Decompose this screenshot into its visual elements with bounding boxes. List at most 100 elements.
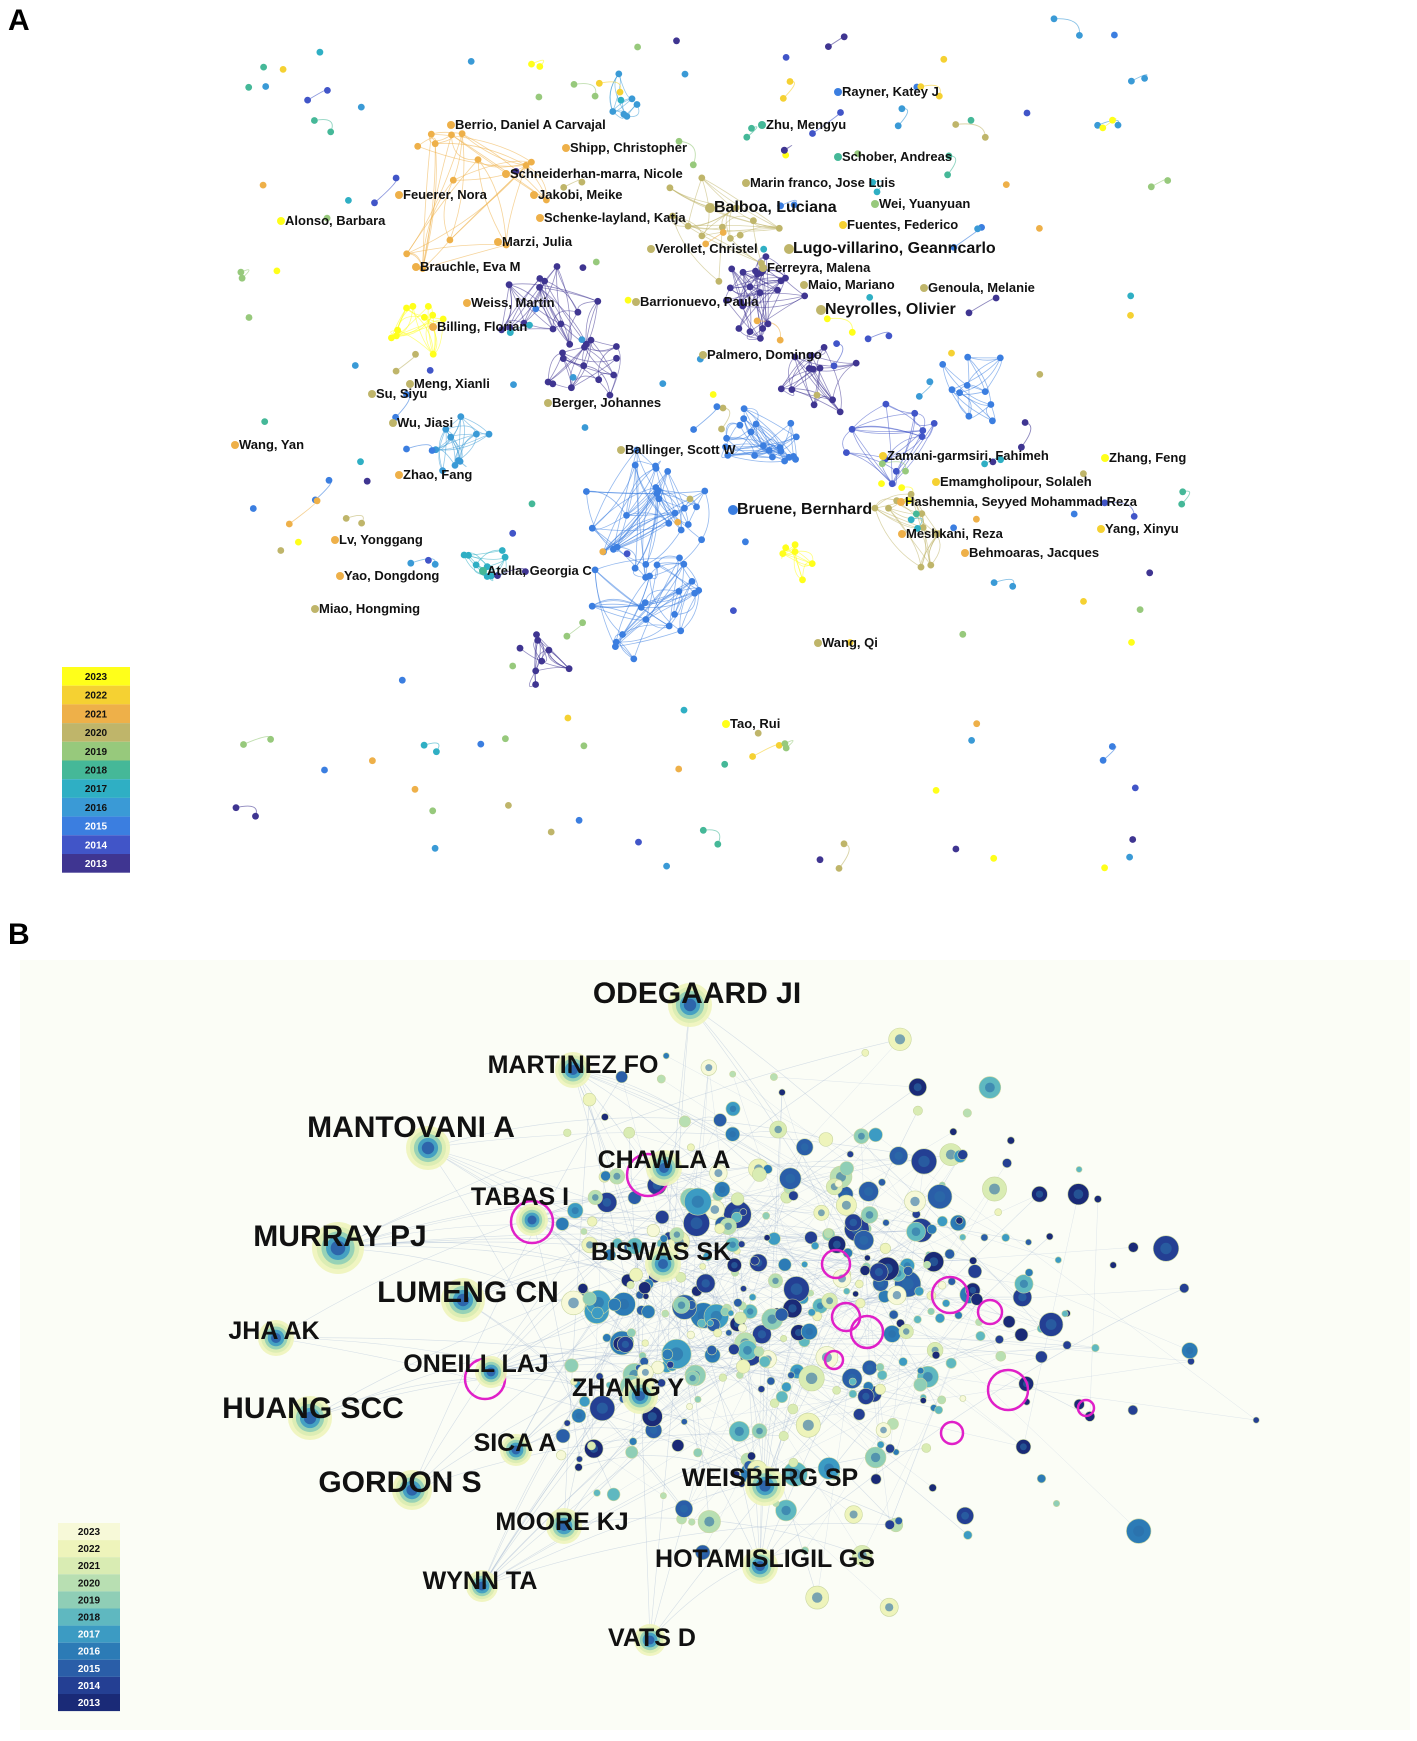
reference-node	[1006, 1136, 1015, 1145]
author-node	[392, 367, 400, 375]
reference-node	[782, 1461, 808, 1487]
legend-swatch	[62, 760, 130, 780]
reference-node	[662, 1052, 670, 1060]
author-node	[665, 622, 673, 630]
cocitation-link	[1089, 1199, 1099, 1417]
author-node	[388, 334, 395, 342]
author-node	[871, 504, 879, 512]
reference-node	[906, 1221, 926, 1242]
cited-author-label: WYNN TA	[423, 1567, 538, 1595]
author-node	[782, 274, 789, 282]
author-label: Schneiderhan-marra, Nicole	[510, 166, 683, 181]
reference-node	[617, 1336, 634, 1353]
author-node	[907, 490, 915, 498]
author-node	[237, 268, 245, 276]
reference-node	[846, 1150, 854, 1158]
author-node	[624, 296, 632, 304]
author-node	[686, 495, 694, 503]
cocitation-link	[593, 1371, 798, 1449]
author-label: Wei, Yuanyuan	[879, 196, 970, 211]
cocitation-link	[691, 1067, 710, 1305]
author-node	[944, 171, 951, 179]
author-node	[753, 317, 761, 325]
author-node	[774, 286, 781, 294]
coauthor-link	[417, 145, 527, 167]
legend-swatch	[62, 797, 130, 817]
author-node	[792, 433, 800, 441]
reference-node	[642, 1292, 650, 1300]
author-label: Meng, Xianli	[414, 376, 490, 391]
author-node	[740, 405, 748, 413]
panel-b-background	[20, 960, 1410, 1730]
author-label: Verollet, Christel	[655, 241, 758, 256]
coauthor-link	[592, 465, 636, 529]
author-node	[726, 284, 734, 292]
reference-node	[980, 1233, 989, 1242]
author-node	[721, 760, 729, 768]
legend-year-label: 2021	[78, 1561, 101, 1572]
author-node-labeled	[839, 221, 847, 229]
author-node	[816, 856, 824, 864]
coauthor-link	[688, 225, 780, 232]
cocitation-link	[764, 1361, 921, 1371]
cocitation-link	[652, 1354, 751, 1417]
author-node	[878, 480, 885, 487]
author-node	[665, 519, 673, 527]
reference-node	[732, 1470, 741, 1479]
cocitation-link	[662, 1263, 942, 1401]
author-node	[295, 538, 302, 546]
cocitation-link	[670, 1234, 829, 1365]
coauthor-link	[701, 490, 710, 540]
cocitation-link	[275, 1337, 899, 1522]
coauthor-link	[760, 272, 765, 339]
reference-node	[970, 1293, 983, 1306]
author-node	[987, 401, 995, 408]
reference-node	[729, 1070, 737, 1078]
author-node	[675, 588, 683, 595]
author-node	[776, 336, 784, 344]
cocitation-link	[598, 1302, 761, 1567]
author-node	[848, 328, 856, 336]
cocitation-link	[719, 1228, 785, 1265]
coauthor-link	[406, 159, 479, 255]
author-node	[1036, 371, 1044, 378]
author-node	[756, 289, 764, 297]
coauthor-link	[453, 164, 527, 181]
reference-node	[836, 1194, 857, 1216]
author-node	[1126, 853, 1133, 861]
author-node	[581, 424, 589, 431]
author-node-labeled	[368, 390, 376, 398]
cocitation-link	[906, 1281, 953, 1332]
author-node	[407, 559, 415, 567]
reference-node	[876, 1440, 885, 1449]
reference-node	[855, 1298, 866, 1309]
cocitation-link	[515, 1238, 664, 1451]
cocitation-link	[592, 1168, 759, 1222]
reference-node	[934, 1405, 944, 1415]
author-node	[623, 550, 631, 558]
author-node	[917, 563, 925, 571]
author-node	[569, 374, 577, 381]
coauthor-link	[752, 743, 780, 757]
reference-node	[844, 1505, 863, 1524]
cocitation-link	[861, 1136, 870, 1368]
author-node	[829, 396, 836, 404]
author-node	[261, 418, 269, 425]
author-label: Shipp, Christopher	[570, 140, 687, 155]
cocitation-link	[515, 1427, 679, 1451]
reference-node	[603, 1248, 617, 1262]
coauthor-link	[794, 356, 857, 367]
coauthor-link	[563, 358, 611, 396]
coauthor-link	[740, 295, 805, 303]
author-label: Emamgholipour, Solaleh	[940, 474, 1092, 489]
author-node-labeled	[871, 200, 879, 208]
author-node	[681, 504, 688, 512]
cocitation-link	[561, 1361, 1192, 1456]
cocitation-link	[681, 1154, 952, 1520]
reference-node	[1054, 1256, 1062, 1264]
reference-node	[978, 1076, 1002, 1099]
cited-author-label: ONEILL LAJ	[403, 1350, 548, 1378]
author-node-labeled	[632, 298, 640, 306]
hub-reference-node	[288, 1396, 332, 1440]
author-node	[974, 225, 981, 233]
